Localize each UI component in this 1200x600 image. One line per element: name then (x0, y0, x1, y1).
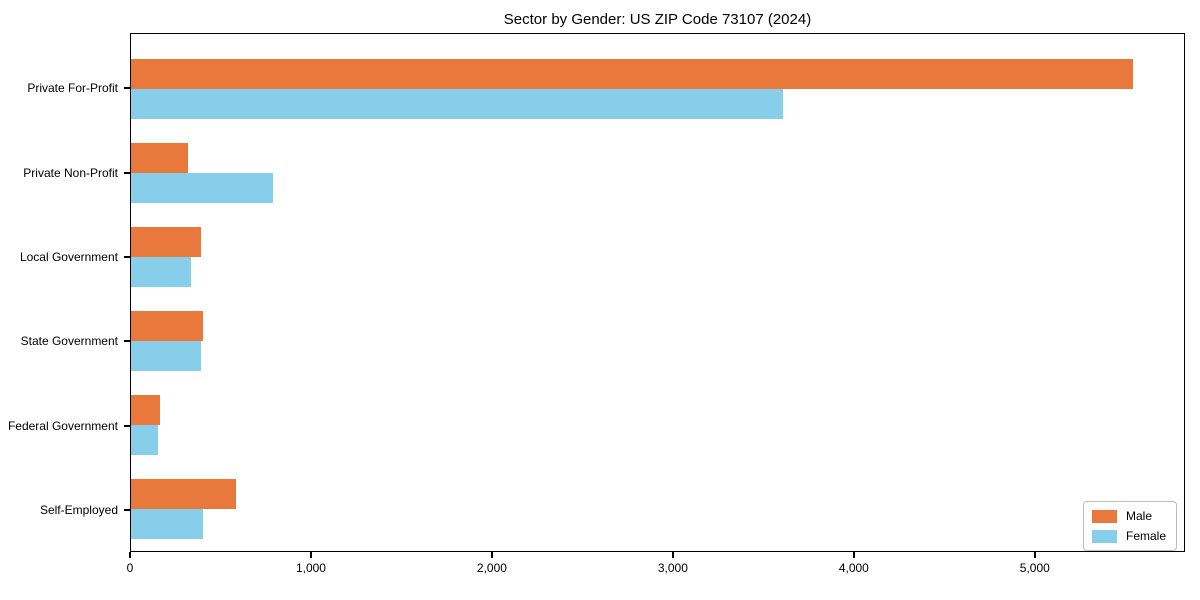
category-row-4 (131, 383, 1184, 467)
legend-label-male: Male (1125, 509, 1152, 523)
bar-male-2 (131, 227, 202, 257)
bar-male-5 (131, 479, 236, 509)
bar-female-5 (131, 509, 204, 539)
x-tick-mark-0 (129, 552, 131, 558)
female-swatch-icon (1091, 529, 1117, 543)
x-tick-mark-2 (490, 552, 493, 558)
bar-male-4 (131, 395, 160, 425)
legend-label-female: Female (1125, 529, 1166, 543)
bar-male-0 (131, 59, 1134, 89)
x-tick-label-3: 3,000 (657, 561, 688, 575)
category-row-0 (131, 47, 1184, 131)
legend-item-male: Male (1091, 509, 1166, 523)
category-row-2 (131, 215, 1184, 299)
category-row-5 (131, 467, 1184, 551)
chart-title: Sector by Gender: US ZIP Code 73107 (202… (503, 11, 812, 28)
x-tick-label-0: 0 (126, 561, 134, 575)
male-swatch-icon (1091, 509, 1117, 523)
bar-male-3 (131, 311, 204, 341)
x-tick-mark-5 (1033, 552, 1036, 558)
x-axis: 0 1,000 2,000 3,000 4,000 5,000 (126, 552, 1185, 592)
y-tick-mark-1 (124, 171, 130, 174)
bars-container (131, 34, 1184, 551)
x-tick-label-1: 1,000 (295, 561, 326, 575)
y-tick-label-5: Self-Employed (39, 502, 118, 517)
bar-female-3 (131, 341, 202, 371)
x-tick-label-2: 2,000 (476, 561, 507, 575)
category-row-3 (131, 299, 1184, 383)
bar-female-1 (131, 173, 273, 203)
y-tick-label-2: Local Government (19, 249, 118, 264)
legend: Male Female (1082, 501, 1177, 551)
y-tick-label-0: Private For-Profit (27, 81, 118, 96)
y-tick-mark-0 (124, 87, 130, 90)
y-tick-mark-3 (124, 340, 130, 343)
legend-item-female: Female (1091, 529, 1166, 543)
bar-female-2 (131, 257, 191, 287)
x-tick-label-5: 5,000 (1019, 561, 1050, 575)
x-tick-label-4: 4,000 (838, 561, 869, 575)
x-tick-mark-1 (309, 552, 312, 558)
y-tick-mark-4 (124, 424, 130, 427)
bar-female-0 (131, 89, 784, 119)
bar-female-4 (131, 425, 159, 455)
y-tick-label-3: State Government (20, 334, 118, 349)
y-tick-label-4: Federal Government (7, 418, 118, 433)
plot-area: Male Female (130, 33, 1185, 552)
x-tick-mark-4 (852, 552, 855, 558)
x-tick-mark-3 (671, 552, 674, 558)
bar-male-1 (131, 143, 188, 173)
y-tick-label-1: Private Non-Profit (23, 165, 118, 180)
y-tick-mark-5 (124, 508, 130, 511)
y-tick-mark-2 (124, 255, 130, 258)
category-row-1 (131, 131, 1184, 215)
y-axis: Private For-Profit Private Non-Profit Loca… (0, 33, 130, 552)
